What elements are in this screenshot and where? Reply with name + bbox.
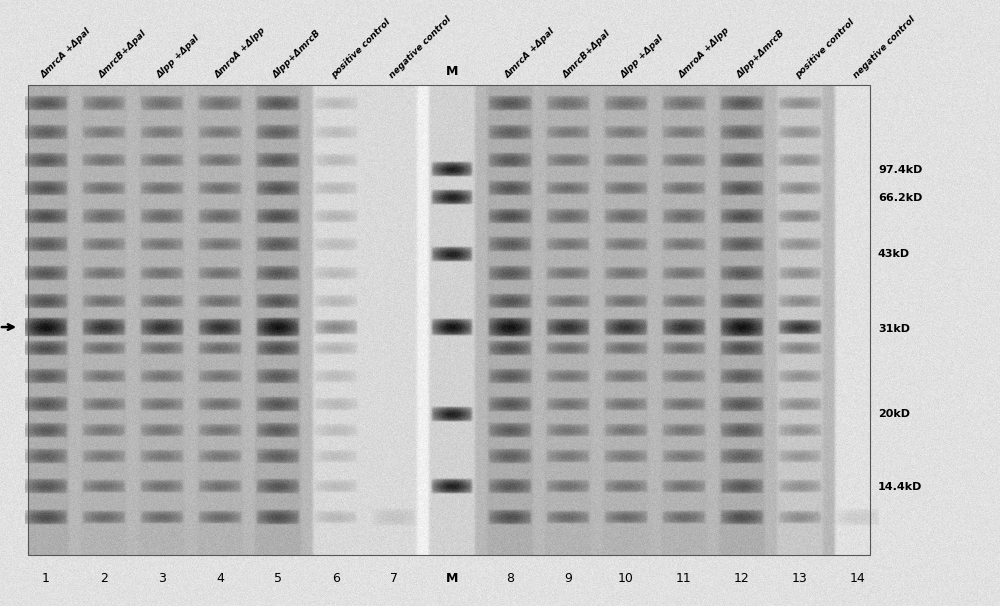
Text: 1: 1 [42,571,50,585]
Text: 20kD: 20kD [878,409,910,419]
Text: 4: 4 [216,571,224,585]
Text: positive control: positive control [330,18,392,80]
Text: 14: 14 [850,571,866,585]
Text: 11: 11 [676,571,692,585]
Text: negative control: negative control [852,15,917,80]
Text: 8: 8 [506,571,514,585]
Text: 66.2kD: 66.2kD [878,193,922,203]
Text: Δlpp+ΔmrcB: Δlpp+ΔmrcB [272,28,323,80]
Text: ΔmroA +Δlpp: ΔmroA +Δlpp [214,25,268,80]
Text: ΔmrcB+Δpal: ΔmrcB+Δpal [562,29,613,80]
Text: 14.4kD: 14.4kD [878,482,922,492]
Text: Δlpp+ΔmrcB: Δlpp+ΔmrcB [736,28,787,80]
Text: M: M [446,65,458,78]
Text: 2: 2 [100,571,108,585]
Text: 12: 12 [734,571,750,585]
Text: ΔmroA +Δlpp: ΔmroA +Δlpp [678,25,732,80]
Text: positive control: positive control [794,18,856,80]
Text: 31kD: 31kD [878,324,910,335]
Text: 10: 10 [618,571,634,585]
Text: 43kD: 43kD [878,249,910,259]
Text: ΔmrcA +Δpal: ΔmrcA +Δpal [504,27,557,80]
Text: 5: 5 [274,571,282,585]
Text: negative control: negative control [388,15,453,80]
Text: ΔmrcA +Δpal: ΔmrcA +Δpal [40,27,93,80]
Text: 7: 7 [390,571,398,585]
Text: 3: 3 [158,571,166,585]
Bar [28,85,870,555]
Text: 6: 6 [332,571,340,585]
Text: 13: 13 [792,571,808,585]
Text: Δlpp +Δpal: Δlpp +Δpal [620,34,666,80]
Text: Δlpp +Δpal: Δlpp +Δpal [156,34,202,80]
Text: ΔmrcB+Δpal: ΔmrcB+Δpal [98,29,149,80]
Text: M: M [446,571,458,585]
Text: 97.4kD: 97.4kD [878,165,922,175]
Text: 9: 9 [564,571,572,585]
